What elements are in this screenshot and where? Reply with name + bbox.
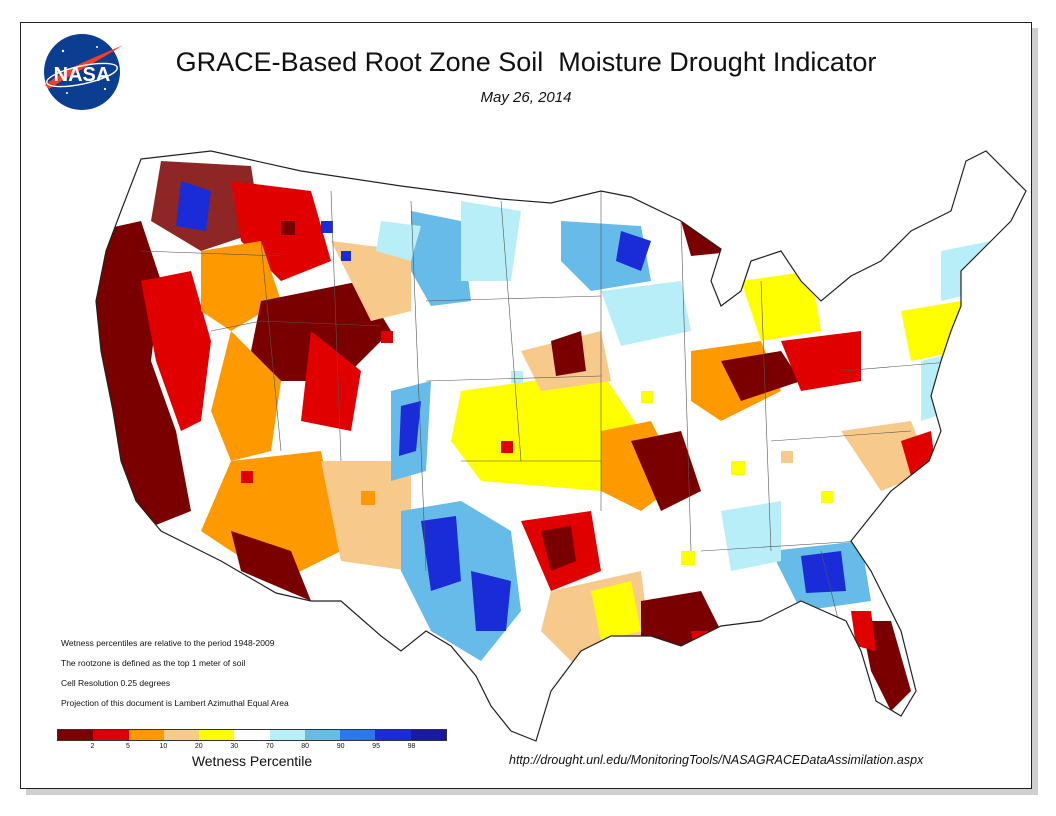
- legend-swatch: [58, 730, 94, 740]
- legend-swatch: [163, 730, 200, 740]
- svg-text:NASA: NASA: [54, 64, 111, 86]
- map-frame: NASA GRACE-Based Root Zone Soil Moisture…: [20, 22, 1032, 789]
- legend-swatch: [234, 730, 270, 740]
- legend-color-bar: [57, 729, 447, 741]
- legend-swatch: [93, 730, 129, 740]
- legend-swatch: [199, 730, 235, 740]
- legend: 2 5 10 20 30 70 80 90 95 98 Wetness Percentile: [57, 729, 447, 769]
- legend-tick-label: 95: [372, 743, 380, 750]
- legend-tick-label: 90: [336, 743, 345, 750]
- source-url: http://drought.unl.edu/MonitoringTools/N…: [509, 753, 924, 767]
- legend-swatch: [128, 730, 164, 740]
- legend-tick-label: 20: [194, 743, 203, 750]
- legend-swatch: [269, 730, 305, 740]
- legend-tick-label: 10: [159, 743, 168, 750]
- legend-tick-label: 98: [407, 743, 416, 750]
- map-date: May 26, 2014: [480, 89, 572, 106]
- legend-swatch: [340, 730, 376, 740]
- nasa-logo: NASA: [44, 34, 123, 110]
- legend-tick-label: 5: [125, 743, 130, 750]
- legend-tick-label: 80: [301, 743, 310, 750]
- map-title: GRACE-Based Root Zone Soil Moisture Drou…: [175, 47, 877, 77]
- note-projection: Projection of this document is Lambert A…: [61, 698, 289, 708]
- legend-tick-label: 30: [230, 743, 239, 750]
- legend-swatch: [304, 730, 341, 740]
- legend-swatch: [375, 730, 411, 740]
- legend-label: Wetness Percentile: [191, 753, 313, 769]
- note-period: Wetness percentiles are relative to the …: [61, 638, 275, 648]
- legend-ticks: 2 5 10 20 30 70 80 90 95 98: [57, 741, 447, 753]
- legend-tick-label: 70: [265, 743, 274, 750]
- legend-swatch: [410, 730, 446, 740]
- note-resolution: Cell Resolution 0.25 degrees: [61, 678, 171, 688]
- us-drought-map: [95, 150, 1027, 742]
- note-rootzone: The rootzone is defined as the top 1 met…: [61, 658, 246, 668]
- map-notes: Wetness percentiles are relative to the …: [61, 638, 289, 718]
- legend-tick-label: 2: [90, 743, 95, 750]
